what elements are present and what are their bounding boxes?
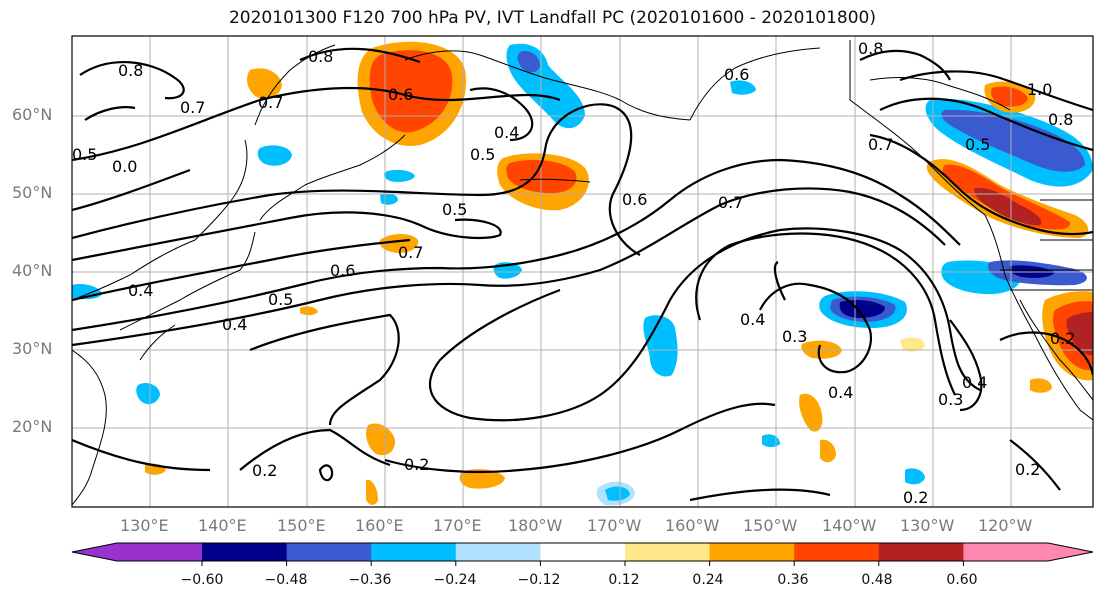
lon-label: 150°W [743,516,798,535]
colorbar-band [878,543,964,561]
colorbar-band [963,543,1048,561]
contour-label: 0.2 [404,455,429,474]
lon-label: 130°W [900,516,955,535]
map-title: 2020101300 F120 700 hPa PV, IVT Landfall… [228,8,876,28]
colorbar-band [540,543,626,561]
lat-label: 40°N [12,261,53,280]
colorbar-tick-label: −0.36 [348,572,392,588]
pv-contours [72,47,1093,502]
contour-label: 0.6 [622,190,647,209]
lat-label: 20°N [12,417,53,436]
contour-label: 0.4 [222,315,247,334]
contour-label: 1.0 [1027,80,1052,99]
contour-label: 0.4 [740,310,765,329]
contour-label: 0.4 [962,373,987,392]
contour-label: 0.5 [470,145,495,164]
contour-label: 0.4 [494,123,519,142]
contour-label: 0.4 [828,383,853,402]
contour-labels: 0.7 0.8 0.8 0.7 0.6 0.6 0.4 0.5 0.5 0.6 … [72,39,1075,507]
contour-label: 0.8 [308,47,333,66]
colorbar-tick-label: −0.48 [264,572,308,588]
contour-label: 0.5 [268,290,293,309]
lon-label: 170°E [433,516,482,535]
lat-label: 60°N [12,105,53,124]
colorbar-band [371,543,457,561]
colorbar-band [625,543,711,561]
contour-label: 0.8 [858,39,883,58]
contour-label: 0.5 [442,200,467,219]
contour-label: 0.7 [718,193,743,212]
contour-label: 0.2 [1015,460,1040,479]
colorbar-band [286,543,372,561]
contour-label: 0.3 [782,327,807,346]
lon-label: 150°E [277,516,326,535]
colorbar-outline [71,542,1094,562]
lat-label: 30°N [12,339,53,358]
lon-label: 170°W [587,516,642,535]
colorbar-tick-label: 0.12 [608,572,640,588]
colorbar-extend-max [1048,543,1093,561]
colorbar-tick-label: 0.36 [777,572,809,588]
contour-label: 0.5 [965,135,990,154]
contour-label: 0.4 [128,281,153,300]
contour-label: 0.7 [398,243,423,262]
colorbar-tick-label: 0.24 [692,572,724,588]
contour-label: 0.3 [938,390,963,409]
lon-label: 160°W [665,516,720,535]
contour-label: 0.7 [180,98,205,117]
contour-label: 0.6 [388,85,413,104]
colorbar-extend-min [72,543,117,561]
lon-label: 130°E [120,516,169,535]
colorbar-band [117,543,202,561]
lon-label: 120°W [978,516,1033,535]
contour-label: 0.0 [112,157,137,176]
colorbar [71,542,1094,566]
contour-label: 0.2 [903,488,928,507]
contour-label: 0.7 [868,135,893,154]
colorbar-tick-label: −0.12 [517,572,561,588]
lat-label: 50°N [12,183,53,202]
contour-label: 0.8 [118,61,143,80]
contour-label: 0.7 [258,93,283,112]
contour-label: 0.2 [1050,329,1075,348]
colorbar-tick-label: −0.24 [433,572,477,588]
colorbar-tick-label: −0.60 [180,572,224,588]
lon-label: 140°W [822,516,877,535]
graticule [72,36,1093,507]
lon-label: 160°E [355,516,404,535]
contour-label: 0.8 [1048,110,1073,129]
colorbar-band [794,543,880,561]
colorbar-tick-label: 0.60 [946,572,978,588]
colorbar-tick-label: 0.48 [861,572,893,588]
lon-label: 180°W [508,516,563,535]
contour-label: 0.2 [252,461,277,480]
contour-label: 0.6 [724,65,749,84]
contour-label: 0.6 [330,261,355,280]
map-frame [71,35,1094,508]
lon-label: 140°E [198,516,247,535]
colorbar-band [455,543,541,561]
colorbar-band [709,543,795,561]
contour-label: 0.5 [72,145,97,164]
colorbar-band [202,543,288,561]
